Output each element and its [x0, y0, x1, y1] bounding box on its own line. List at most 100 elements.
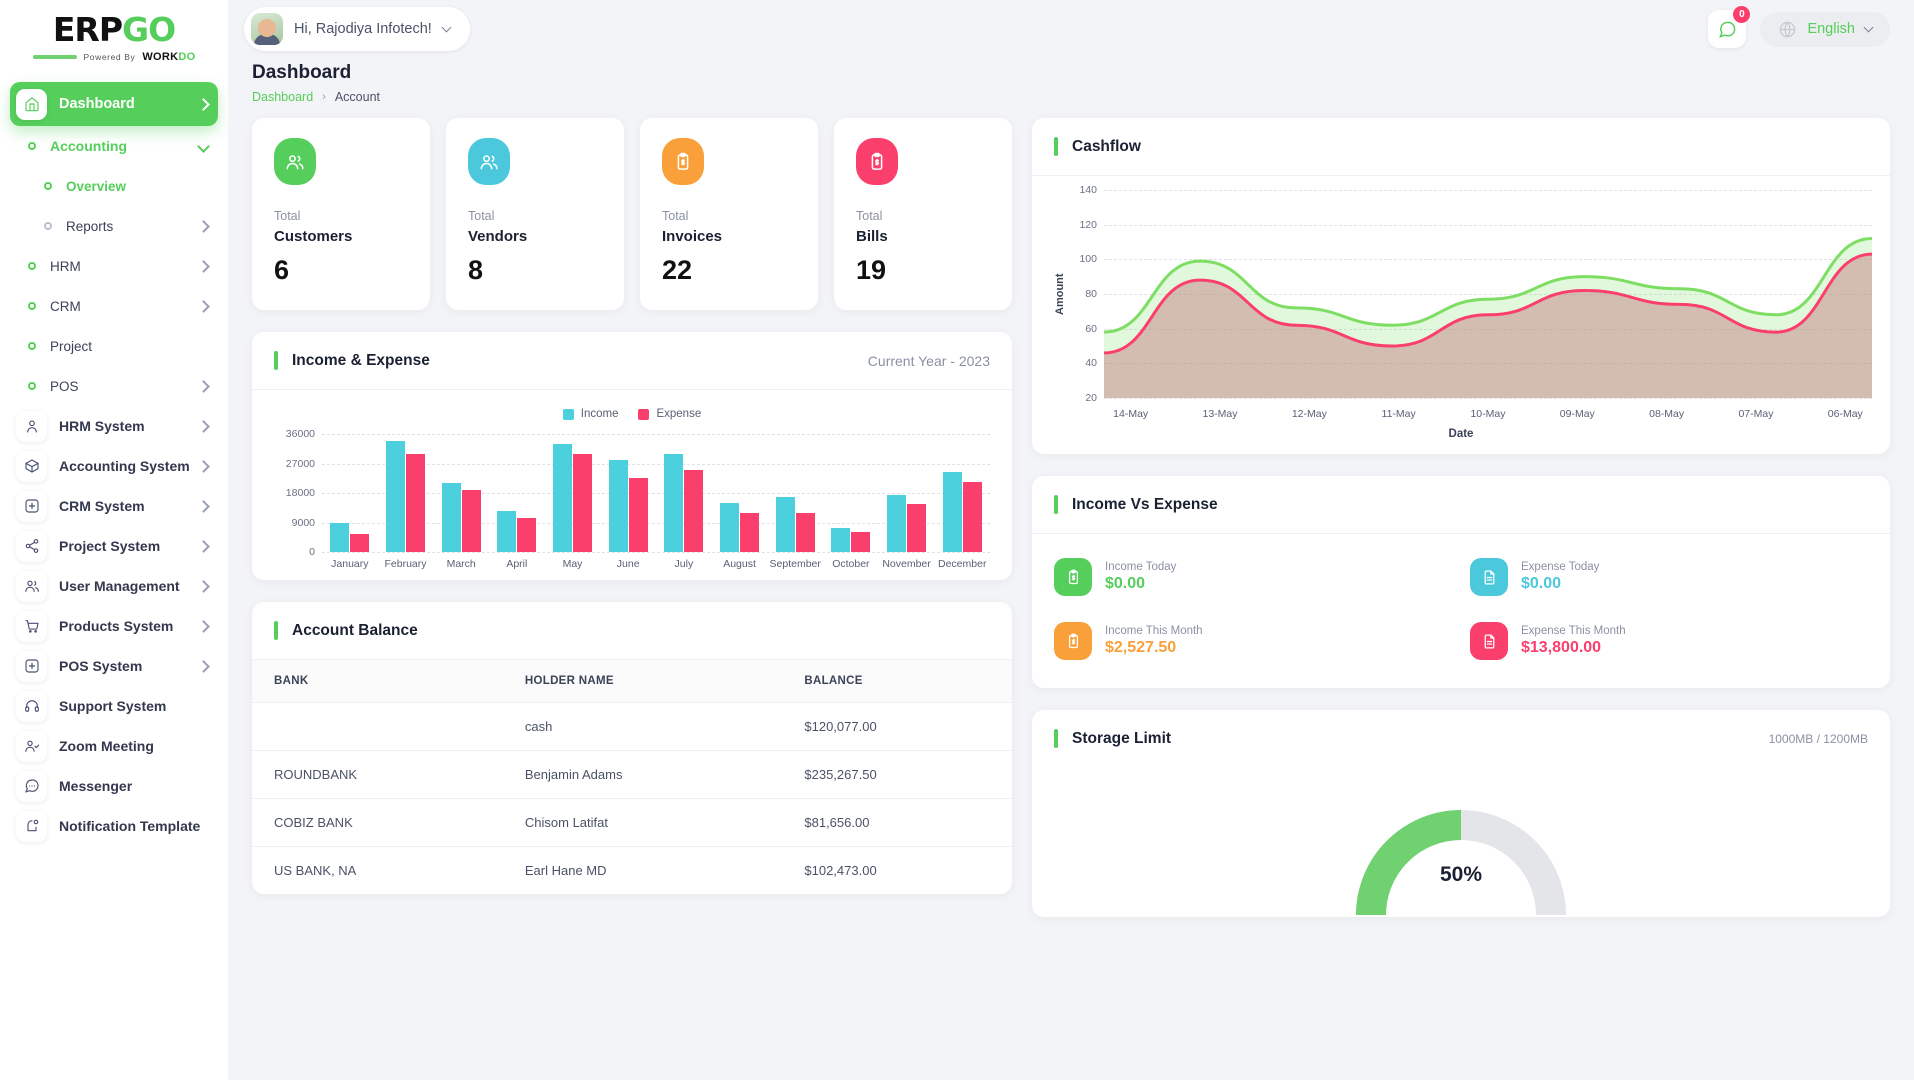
stat-total-label: Total	[274, 209, 301, 223]
stat-card-bills[interactable]: Total Bills 19	[834, 118, 1012, 310]
bar-income[interactable]	[831, 528, 851, 552]
sidebar-item-pos-system[interactable]: POS System	[10, 646, 218, 686]
x-axis-tick: 13-May	[1202, 408, 1238, 420]
breadcrumb-dashboard[interactable]: Dashboard	[252, 90, 314, 104]
bar-expense[interactable]	[573, 453, 593, 552]
sidebar-item-accounting-system[interactable]: Accounting System	[10, 446, 218, 486]
sidebar-item-label: Support System	[59, 698, 167, 714]
metric-expense-this-month: Expense This Month $13,800.00	[1470, 622, 1868, 660]
grid-line	[1104, 224, 1872, 226]
headset-icon	[24, 700, 39, 712]
file-icon	[1484, 633, 1494, 649]
bullet-icon	[28, 302, 36, 310]
stat-card-customers[interactable]: Total Customers 6	[252, 118, 430, 310]
bar-expense[interactable]	[962, 481, 982, 552]
breadcrumb-separator: ›	[322, 91, 326, 103]
sidebar-item-notification-template[interactable]: Notification Template	[10, 806, 218, 846]
share-icon	[25, 539, 38, 553]
table-row[interactable]: cash $120,077.00	[252, 702, 1012, 751]
sidebar-item-messenger[interactable]: Messenger	[10, 766, 218, 806]
bar-expense[interactable]	[517, 517, 537, 552]
y-axis-tick: 40	[1085, 357, 1097, 370]
sidebar-item-project-system[interactable]: Project System	[10, 526, 218, 566]
income-expense-header: Income & Expense Current Year - 2023	[252, 332, 1012, 390]
bar-expense[interactable]	[851, 531, 871, 552]
bar-expense[interactable]	[406, 453, 425, 552]
logo-tagline: Powered By WORKDO	[32, 51, 196, 63]
sidebar-item-accounting[interactable]: Accounting	[10, 126, 218, 166]
bar-income[interactable]	[386, 440, 405, 552]
sidebar-item-dashboard[interactable]: Dashboard	[10, 82, 218, 126]
bar-income[interactable]	[942, 471, 962, 552]
user-menu[interactable]: Hi, Rajodiya Infotech!	[244, 7, 470, 51]
bar-expense[interactable]	[461, 489, 481, 552]
table-row[interactable]: ROUNDBANK Benjamin Adams $235,267.50	[252, 750, 1012, 799]
sidebar-item-project[interactable]: Project	[10, 326, 218, 366]
messages-button[interactable]: 0	[1708, 6, 1751, 48]
x-axis-tick: February	[384, 558, 427, 570]
bar-expense[interactable]	[628, 478, 648, 552]
table-row[interactable]: COBIZ BANK Chisom Latifat $81,656.00	[252, 798, 1012, 847]
bar-income[interactable]	[664, 453, 684, 552]
bar-expense[interactable]	[907, 504, 927, 552]
sidebar-item-zoom-meeting[interactable]: Zoom Meeting	[10, 726, 218, 766]
sidebar-item-label: Zoom Meeting	[59, 738, 154, 754]
bar-income[interactable]	[330, 523, 350, 552]
sidebar-item-label: HRM System	[59, 418, 145, 434]
stat-value: 6	[274, 255, 290, 285]
bar-group	[433, 434, 489, 552]
sidebar-item-hrm[interactable]: HRM	[10, 246, 218, 286]
stat-card-invoices[interactable]: Total Invoices 22	[640, 118, 818, 310]
stat-value: 19	[856, 255, 887, 285]
sidebar-item-user-management[interactable]: User Management	[10, 566, 218, 606]
globe-icon	[1780, 21, 1796, 37]
bar-expense[interactable]	[350, 533, 370, 552]
cashflow-y-axis: 20 40 60 80 100 120 140	[1070, 184, 1104, 404]
grid-line	[322, 463, 990, 465]
bar-group	[934, 434, 990, 552]
bar-chart-area: 0 9000 18000 27000 36000	[274, 428, 990, 558]
cell-balance: $81,656.00	[782, 798, 1012, 847]
bar-expense[interactable]	[795, 512, 815, 552]
bar-income[interactable]	[608, 460, 628, 552]
sidebar-item-crm[interactable]: CRM	[10, 286, 218, 326]
metric-label: Expense This Month	[1521, 625, 1626, 637]
sidebar-item-products-system[interactable]: Products System	[10, 606, 218, 646]
stat-card-vendors[interactable]: Total Vendors 8	[446, 118, 624, 310]
bullet-icon	[28, 342, 36, 350]
table-row[interactable]: US BANK, NA Earl Hane MD $102,473.00	[252, 847, 1012, 895]
bar-group	[322, 434, 378, 552]
bar-chart-y-axis: 0 9000 18000 27000 36000	[274, 428, 322, 558]
bar-income[interactable]	[887, 494, 907, 552]
x-axis-tick: 06-May	[1827, 408, 1863, 420]
metric-label: Income Today	[1105, 561, 1177, 573]
bar-income[interactable]	[720, 502, 740, 552]
bar-expense[interactable]	[684, 470, 704, 552]
bullet-icon	[28, 382, 36, 390]
x-axis-tick: November	[882, 558, 931, 570]
language-selector[interactable]: English	[1760, 11, 1890, 47]
sidebar-item-reports[interactable]: Reports	[10, 206, 218, 246]
sidebar-nav: Dashboard Accounting Overview Reports HRM CRM…	[0, 76, 228, 846]
sidebar-item-pos[interactable]: POS	[10, 366, 218, 406]
app-logo[interactable]: ERPGO Powered By WORKDO	[0, 0, 228, 76]
bar-income[interactable]	[441, 483, 461, 552]
sidebar-item-hrm-system[interactable]: HRM System	[10, 406, 218, 446]
bar-income[interactable]	[497, 511, 517, 552]
sidebar-item-overview[interactable]: Overview	[10, 166, 218, 206]
grid-line	[322, 434, 990, 435]
sidebar-item-crm-system[interactable]: CRM System	[10, 486, 218, 526]
top-bar: Hi, Rajodiya Infotech! 0 English	[228, 0, 1914, 58]
sidebar-item-support-system[interactable]: Support System	[10, 686, 218, 726]
legend-item-income: Income	[562, 408, 618, 420]
bar-income[interactable]	[775, 496, 795, 552]
home-icon	[24, 97, 39, 112]
grid-line	[322, 493, 990, 494]
bar-expense[interactable]	[740, 512, 760, 552]
y-axis-tick: 140	[1079, 184, 1097, 196]
bar-income[interactable]	[553, 443, 573, 552]
layers-icon	[24, 499, 39, 513]
bell-icon	[26, 819, 38, 832]
right-column: Cashflow Amount 20 40 60 80 100 120 140 14-May…	[1032, 118, 1890, 939]
legend-label: Expense	[656, 408, 702, 420]
